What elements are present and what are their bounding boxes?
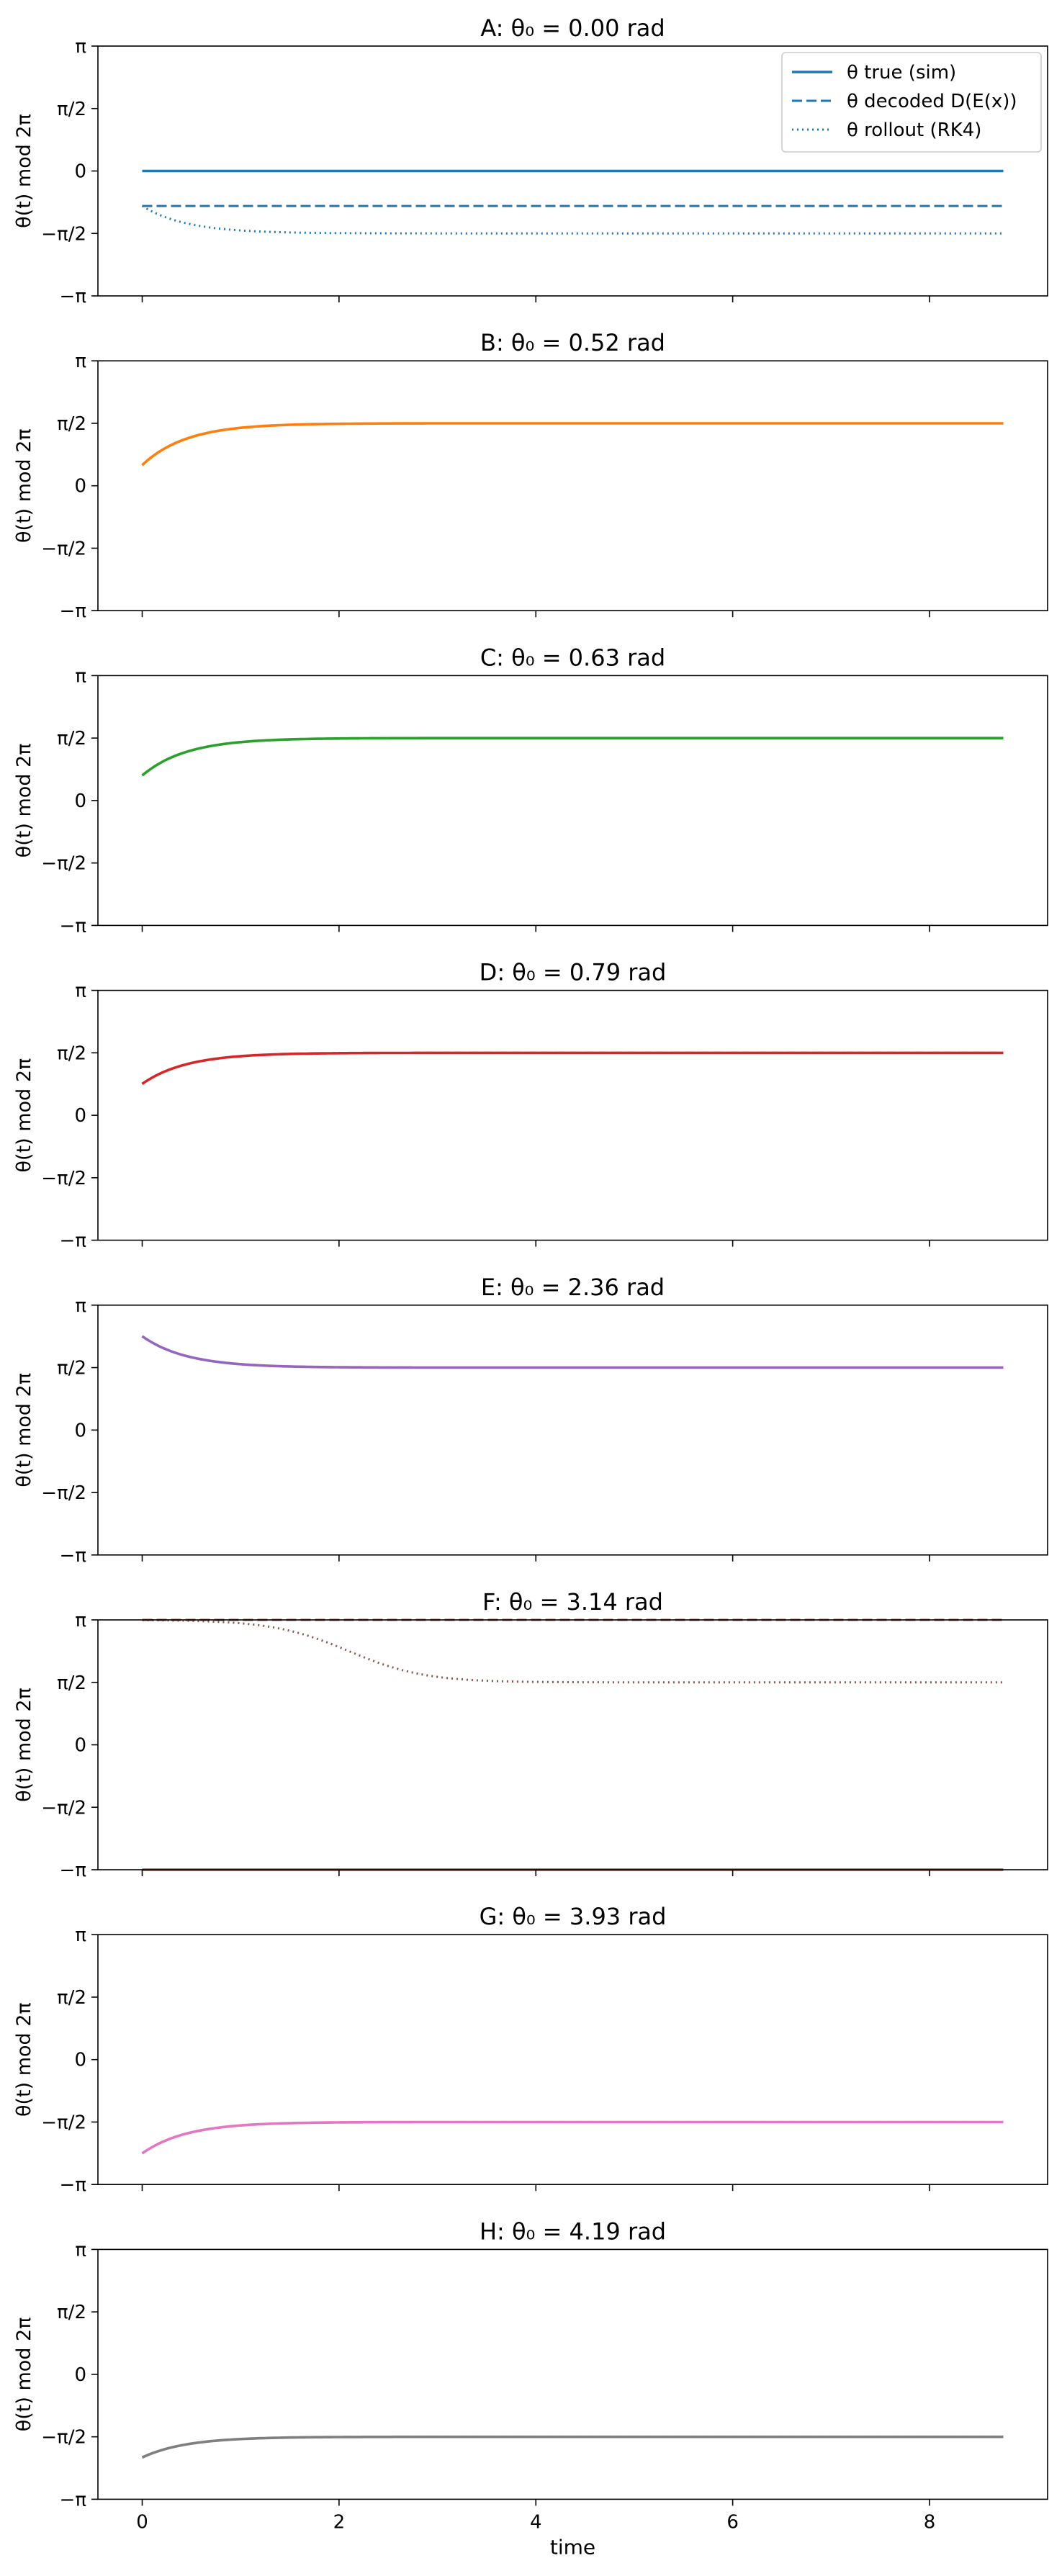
x-tick-label: 6 xyxy=(726,2511,739,2533)
x-tick-label: 8 xyxy=(924,2511,936,2533)
y-tick-label: π xyxy=(75,981,86,1002)
y-tick-label: π xyxy=(75,1295,86,1317)
series-line-dotted xyxy=(142,1618,1004,1684)
y-axis-label: θ(t) mod 2π xyxy=(13,2318,35,2432)
y-tick-label: 0 xyxy=(74,2050,86,2071)
y-axis-label: θ(t) mod 2π xyxy=(13,1058,35,1173)
series-line-dotted xyxy=(141,204,1004,235)
subplot-h: −π −π/2 0 π/2 π 0 2 4 6 8 H: θ₀ = 4.19 rad θ(t) mod… xyxy=(13,2217,1048,2533)
x-tick-label: 4 xyxy=(530,2511,542,2533)
y-tick-label: −π xyxy=(60,2174,86,2196)
y-tick-label: −π xyxy=(60,915,86,937)
subplot-e: −π −π/2 0 π/2 π E: θ₀ = 2.36 rad θ(t) mod 2π xyxy=(13,1274,1048,1567)
series-line-dashed xyxy=(141,2436,1004,2459)
y-tick-label: −π xyxy=(60,1860,86,1881)
legend-label: θ true (sim) xyxy=(847,62,956,84)
series-line-dashed xyxy=(141,1051,1004,1085)
series-line-dashed xyxy=(141,1335,1004,1369)
y-tick-label: π/2 xyxy=(57,1042,86,1064)
y-tick-label: 0 xyxy=(74,1105,86,1127)
y-tick-label: π/2 xyxy=(57,1672,86,1694)
y-tick-label: −π xyxy=(60,286,86,307)
y-axis-label: θ(t) mod 2π xyxy=(13,428,35,543)
y-tick-label: π/2 xyxy=(57,1987,86,2009)
subplot-f: −π −π/2 0 π/2 π F: θ₀ = 3.14 rad θ(t) mod 2π xyxy=(13,1588,1048,1881)
y-tick-label: −π/2 xyxy=(41,853,86,875)
y-tick-label: π/2 xyxy=(57,2302,86,2323)
y-tick-label: π xyxy=(75,36,86,58)
y-tick-label: π xyxy=(75,1924,86,1946)
y-tick-label: −π xyxy=(60,600,86,622)
y-axis-label: θ(t) mod 2π xyxy=(13,114,35,228)
y-tick-label: 0 xyxy=(74,476,86,497)
series-line-dashed xyxy=(141,2121,1004,2155)
subplot-title: D: θ₀ = 0.79 rad xyxy=(480,959,667,986)
x-tick-label: 2 xyxy=(333,2511,346,2533)
subplot-d: −π −π/2 0 π/2 π D: θ₀ = 0.79 rad θ(t) mod 2π xyxy=(13,959,1048,1252)
y-tick-label: −π/2 xyxy=(41,1482,86,1504)
subplot-title: C: θ₀ = 0.63 rad xyxy=(480,644,665,671)
subplot-c: −π −π/2 0 π/2 π C: θ₀ = 0.63 rad θ(t) mod 2π xyxy=(13,644,1048,937)
y-tick-label: 0 xyxy=(74,161,86,183)
y-axis-label: θ(t) mod 2π xyxy=(13,2002,35,2117)
subplot-title: H: θ₀ = 4.19 rad xyxy=(480,2217,666,2245)
y-axis-label: θ(t) mod 2π xyxy=(13,1373,35,1487)
y-tick-label: −π/2 xyxy=(41,223,86,245)
y-tick-label: −π xyxy=(60,2489,86,2510)
subplot-title: F: θ₀ = 3.14 rad xyxy=(482,1588,663,1616)
y-tick-label: π xyxy=(75,351,86,372)
y-tick-label: 0 xyxy=(74,791,86,812)
x-tick-label: 0 xyxy=(136,2511,148,2533)
y-tick-label: −π/2 xyxy=(41,538,86,559)
subplot-title: G: θ₀ = 3.93 rad xyxy=(480,1903,667,1930)
subplot-a: −π −π/2 0 π/2 π A: θ₀ = 0.00 rad θ(t) mod 2π θ … xyxy=(13,14,1048,307)
y-axis-label: θ(t) mod 2π xyxy=(13,1688,35,1802)
subplot-title: B: θ₀ = 0.52 rad xyxy=(480,329,665,356)
subplot-title: E: θ₀ = 2.36 rad xyxy=(481,1274,665,1301)
subplot-b: −π −π/2 0 π/2 π B: θ₀ = 0.52 rad θ(t) mod 2π xyxy=(13,329,1048,622)
y-tick-label: −π/2 xyxy=(41,1168,86,1189)
y-tick-label: 0 xyxy=(74,2364,86,2386)
y-tick-label: −π xyxy=(60,1545,86,1567)
legend: θ true (sim) θ decoded D(E(x)) θ rollout (… xyxy=(781,52,1042,153)
y-tick-label: −π/2 xyxy=(41,2112,86,2133)
y-axis-label: θ(t) mod 2π xyxy=(13,744,35,858)
y-tick-label: π/2 xyxy=(57,413,86,435)
y-tick-label: −π xyxy=(60,1230,86,1252)
y-tick-label: π xyxy=(75,665,86,687)
legend-label: θ rollout (RK4) xyxy=(847,120,981,141)
legend-label: θ decoded D(E(x)) xyxy=(847,91,1017,112)
y-tick-label: −π/2 xyxy=(41,1797,86,1819)
series-line-dotted xyxy=(141,422,1004,467)
subplot-g: −π −π/2 0 π/2 π G: θ₀ = 3.93 rad θ(t) mod 2π xyxy=(13,1903,1048,2196)
y-tick-label: 0 xyxy=(74,1420,86,1441)
y-tick-label: π/2 xyxy=(57,99,86,120)
y-tick-label: −π/2 xyxy=(41,2427,86,2449)
y-tick-label: π/2 xyxy=(57,1358,86,1379)
series-line-dashed xyxy=(141,737,1004,777)
y-tick-label: π xyxy=(75,1610,86,1631)
y-tick-label: 0 xyxy=(74,1735,86,1757)
subplot-title: A: θ₀ = 0.00 rad xyxy=(480,14,665,42)
x-axis-label: time xyxy=(550,2535,595,2559)
y-tick-label: π/2 xyxy=(57,728,86,749)
y-tick-label: π xyxy=(75,2239,86,2261)
